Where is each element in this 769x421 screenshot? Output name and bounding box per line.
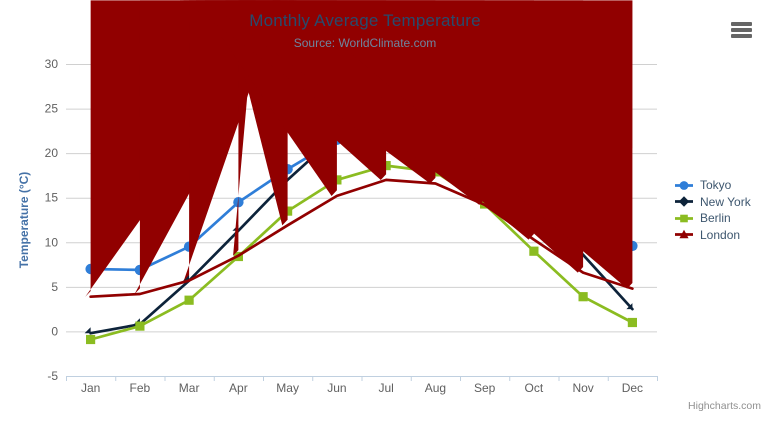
y-axis-label: 10 bbox=[45, 235, 59, 249]
y-axis-label: -5 bbox=[47, 369, 58, 383]
x-axis-label: Sep bbox=[474, 381, 496, 395]
legend-marker-circle-icon bbox=[675, 180, 693, 190]
x-axis-label: Apr bbox=[229, 381, 248, 395]
legend: Tokyo New York Berlin London bbox=[675, 177, 751, 243]
data-point-london[interactable] bbox=[288, 0, 633, 289]
legend-item-berlin[interactable]: Berlin bbox=[675, 210, 751, 226]
chart-context-menu-button[interactable] bbox=[729, 20, 755, 40]
legend-item-label: New York bbox=[700, 194, 751, 209]
x-axis-label: Feb bbox=[130, 381, 151, 395]
data-point-berlin[interactable] bbox=[135, 321, 145, 331]
legend-item-label: Berlin bbox=[700, 211, 731, 225]
y-axis-label: 20 bbox=[45, 146, 59, 160]
series-line-london[interactable] bbox=[89, 178, 634, 299]
x-axis-label: Dec bbox=[622, 381, 643, 395]
x-axis-label: Jul bbox=[378, 381, 393, 395]
data-point-new-york[interactable] bbox=[84, 327, 91, 334]
highcharts-credits-link[interactable]: Highcharts.com bbox=[688, 400, 761, 412]
data-point-berlin[interactable] bbox=[86, 334, 96, 345]
y-axis-label: 15 bbox=[45, 191, 59, 205]
legend-item-label: London bbox=[700, 227, 741, 242]
y-axis-label: 0 bbox=[51, 324, 58, 338]
x-axis-label: Jun bbox=[327, 381, 346, 395]
y-axis-title: Temperature (°C) bbox=[17, 171, 31, 269]
data-point-berlin[interactable] bbox=[184, 295, 194, 305]
legend-item-london[interactable]: London bbox=[675, 227, 751, 243]
x-axis-label: Aug bbox=[425, 381, 446, 395]
series-line-berlin[interactable] bbox=[89, 164, 634, 341]
data-point-berlin[interactable] bbox=[578, 292, 588, 302]
x-axis-label: Oct bbox=[525, 381, 544, 395]
chart-subtitle: Source: WorldClimate.com bbox=[293, 36, 437, 50]
legend-marker-square-icon bbox=[675, 214, 693, 222]
x-axis-label: Mar bbox=[179, 381, 200, 395]
y-axis-label: 25 bbox=[45, 102, 59, 116]
y-axis-label: 30 bbox=[45, 57, 59, 71]
x-axis-label: Nov bbox=[572, 381, 593, 395]
legend-item-new-york[interactable]: New York bbox=[675, 194, 751, 210]
data-point-berlin[interactable] bbox=[529, 246, 539, 256]
legend-marker-triangle-icon bbox=[675, 229, 693, 239]
data-point-berlin[interactable] bbox=[627, 317, 637, 328]
x-axis-label: May bbox=[276, 381, 299, 395]
y-axis-label: 5 bbox=[51, 280, 58, 294]
chart-title: Monthly Average Temperature bbox=[249, 11, 481, 30]
legend-marker-diamond-icon bbox=[675, 196, 693, 207]
legend-item-tokyo[interactable]: Tokyo bbox=[675, 177, 751, 193]
data-point-new-york[interactable] bbox=[626, 303, 633, 310]
legend-item-label: Tokyo bbox=[700, 178, 732, 192]
x-axis-label: Jan bbox=[81, 381, 100, 395]
